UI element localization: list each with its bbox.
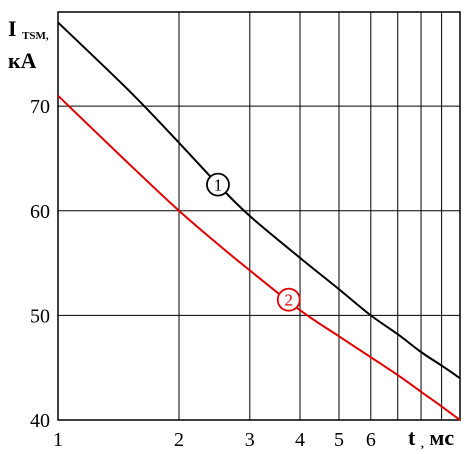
x-tick-label: 3 — [245, 429, 255, 451]
x-tick-label: 1 — [53, 429, 63, 451]
series-markers: 12 — [206, 172, 301, 312]
y-tick-label: 70 — [30, 96, 50, 118]
y-axis-label-unit: кА — [8, 48, 37, 73]
series-marker-1: 1 — [206, 172, 230, 197]
x-axis-label-sub: , — [421, 436, 424, 450]
x-tick-label: 6 — [366, 429, 376, 451]
y-axis-label-main: I — [8, 16, 17, 41]
x-tick-label: 2 — [174, 429, 184, 451]
marker-label: 2 — [285, 291, 294, 310]
plot-frame — [57, 11, 461, 421]
series-lines — [57, 21, 461, 421]
svg-text:I TSM,: I TSM, — [8, 16, 49, 42]
y-axis-label-sub: TSM, — [22, 30, 49, 42]
marker-label: 1 — [214, 176, 223, 195]
series-line-1 — [57, 21, 461, 379]
y-tick-label: 50 — [30, 305, 50, 327]
x-tick-label: 4 — [295, 429, 305, 451]
series-marker-2: 2 — [276, 287, 301, 312]
y-tick-label: 60 — [30, 201, 50, 223]
svg-text:t , мс: t , мс — [408, 425, 454, 452]
x-tick-label: 5 — [334, 429, 344, 451]
y-tick-label: 40 — [30, 410, 50, 432]
x-axis-label-main: t — [408, 425, 416, 450]
x-axis-label-unit: мс — [429, 425, 454, 450]
grid-lines — [57, 11, 461, 421]
series-line-2 — [57, 94, 461, 421]
marker-circle — [276, 287, 301, 312]
x-axis-label: t , мс — [408, 425, 454, 452]
y-axis-label: I TSM, кА — [8, 16, 49, 73]
marker-circle — [206, 172, 230, 197]
